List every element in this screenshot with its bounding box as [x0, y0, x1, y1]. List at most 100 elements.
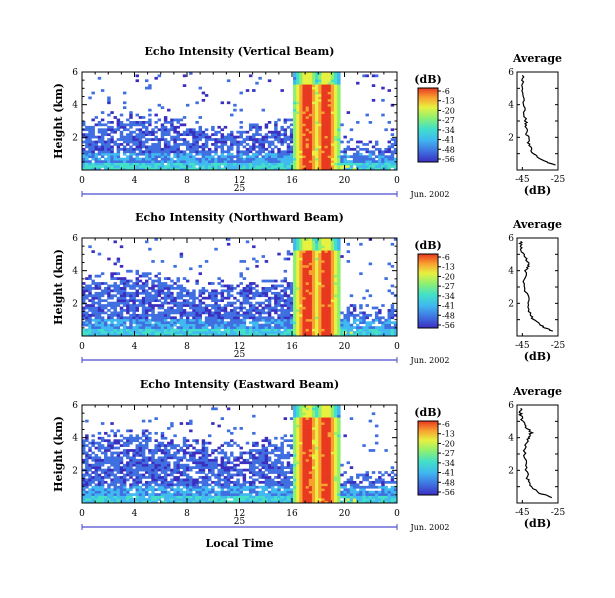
heatmap-cell — [182, 495, 187, 499]
heatmap-cell — [318, 74, 322, 78]
heatmap-cell — [179, 296, 184, 300]
heatmap-cell — [122, 165, 127, 168]
heatmap-cell — [160, 125, 165, 129]
heatmap-cell — [368, 150, 373, 154]
heatmap-cell — [82, 306, 86, 310]
heatmap-cell — [163, 140, 168, 144]
heatmap-cell — [119, 478, 124, 482]
heatmap-cell — [151, 466, 155, 469]
heatmap-cell — [289, 145, 294, 149]
heatmap-cell — [138, 444, 143, 447]
heatmap-cell — [82, 140, 86, 144]
heatmap-cell — [91, 130, 95, 134]
heatmap-cell — [129, 328, 133, 332]
heatmap-cell — [340, 333, 344, 337]
heatmap-cell — [318, 318, 322, 322]
heatmap-cell — [145, 274, 149, 278]
heatmap-cell — [195, 439, 199, 443]
heatmap-cell — [208, 147, 212, 151]
heatmap-cell — [302, 321, 306, 325]
heatmap-cell — [141, 429, 146, 433]
heatmap-cell — [141, 123, 146, 127]
heatmap-cell — [324, 272, 328, 276]
heatmap-cell — [141, 498, 146, 501]
heatmap-cell — [365, 157, 369, 161]
heatmap-cell — [220, 138, 225, 141]
heatmap-cell — [356, 160, 360, 163]
heatmap-cell — [179, 449, 184, 452]
heatmap-cell — [198, 86, 202, 90]
heatmap-cell — [242, 167, 247, 171]
heatmap-cell — [220, 333, 225, 337]
heatmap-cell — [236, 328, 240, 332]
heatmap-cell — [293, 121, 297, 124]
heatmap-cell — [82, 152, 86, 156]
heatmap-cell — [327, 257, 332, 261]
heatmap-cell — [239, 294, 243, 298]
heatmap-cell — [308, 94, 313, 97]
heatmap-cell — [104, 289, 108, 293]
heatmap-cell — [189, 429, 193, 433]
heatmap-cell — [138, 316, 143, 320]
heatmap-cell — [258, 145, 262, 149]
heatmap-cell — [365, 113, 369, 117]
heatmap-cell — [145, 121, 149, 124]
heatmap-cell — [157, 152, 162, 156]
heatmap-cell — [343, 321, 347, 325]
heatmap-cell — [318, 282, 322, 285]
heatmap-cells — [82, 405, 398, 504]
heatmap-cell — [330, 260, 335, 263]
heatmap-cell — [104, 333, 108, 337]
heatmap-cell — [305, 79, 310, 83]
heatmap-cell — [176, 490, 180, 494]
heatmap-cell — [311, 125, 316, 129]
heatmap-cell — [141, 301, 146, 305]
heatmap-cell — [135, 463, 139, 467]
heatmap-cell — [271, 143, 275, 146]
heatmap-cell — [126, 429, 130, 433]
heatmap-cell — [321, 165, 325, 168]
heatmap-cell — [308, 135, 313, 139]
heatmap-cell — [170, 145, 174, 149]
heatmap-cell — [107, 333, 111, 337]
heatmap-cell — [318, 247, 322, 251]
heatmap-cell — [198, 301, 202, 305]
heatmap-cell — [88, 468, 92, 472]
heatmap-cell — [192, 466, 196, 469]
heatmap-cell — [116, 165, 121, 168]
heatmap-cell — [163, 157, 168, 161]
heatmap-cell — [214, 294, 218, 298]
heatmap-cell — [305, 123, 310, 127]
heatmap-cell — [107, 128, 111, 132]
heatmap-cell — [201, 167, 206, 171]
heatmap-cell — [211, 323, 215, 327]
heatmap-cell — [381, 86, 385, 90]
heatmap-cell — [179, 328, 184, 332]
heatmap-cell — [248, 125, 253, 129]
heatmap-cell — [141, 431, 146, 435]
heatmap-cell — [289, 135, 294, 139]
heatmap-cell — [245, 162, 250, 166]
heatmap-cell — [182, 133, 187, 136]
heatmap-cell — [201, 471, 206, 474]
colorbar-tick-label: -13 — [442, 263, 455, 272]
heatmap-cell — [170, 160, 174, 163]
heatmap-cell — [393, 138, 398, 141]
heatmap-cell — [135, 488, 139, 492]
heatmap-cell — [337, 247, 341, 251]
heatmap-cell — [182, 74, 187, 78]
colorbar-tick-label: -6 — [442, 253, 450, 262]
heatmap-cell — [293, 123, 297, 127]
heatmap-cell — [176, 294, 180, 298]
heatmap-cell — [119, 498, 124, 501]
heatmap-cell — [330, 101, 335, 105]
heatmap-cell — [349, 294, 354, 298]
heatmap-cell — [85, 162, 89, 166]
heatmap-cell — [110, 152, 114, 156]
heatmap-cell — [97, 304, 102, 307]
heatmap-cell — [283, 165, 288, 168]
heatmap-cell — [378, 316, 382, 320]
heatmap-cell — [321, 138, 325, 141]
heatmap-cell — [299, 121, 303, 124]
heatmap-cell — [311, 311, 316, 315]
